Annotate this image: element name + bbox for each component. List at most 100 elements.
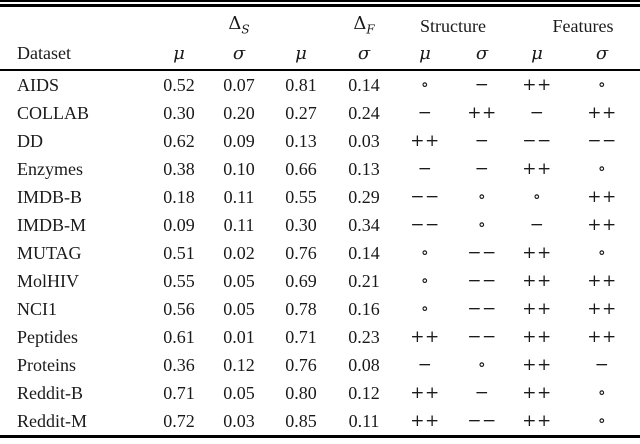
rating-symbol-cell: ∘: [597, 410, 607, 431]
table-row: COLLAB 0.30 0.20 0.27 0.24 − ++ − ++: [0, 99, 640, 127]
rating-symbol-cell: −−: [467, 270, 497, 291]
numeric-value-cell: 0.09: [163, 214, 195, 235]
numeric-value-cell: 0.81: [285, 74, 317, 95]
rating-symbol-cell: ++: [522, 382, 552, 403]
table-row: Enzymes 0.38 0.10 0.66 0.13 − − ++ ∘: [0, 155, 640, 183]
numeric-value-cell: 0.38: [163, 158, 195, 179]
numeric-value-cell: 0.52: [163, 74, 195, 95]
rating-symbol-cell: ∘: [597, 242, 607, 263]
rating-symbol-cell: −−: [410, 214, 440, 235]
top-rule-inner: [0, 3, 640, 7]
numeric-value-cell: 0.69: [285, 270, 317, 291]
dataset-name: MolHIV: [17, 270, 79, 291]
rating-symbol-cell: ++: [522, 158, 552, 179]
rating-symbol-cell: ++: [587, 186, 617, 207]
rating-symbol-cell: −−: [467, 298, 497, 319]
numeric-value-cell: 0.12: [348, 382, 380, 403]
rating-symbol-cell: ∘: [477, 186, 487, 207]
empty-header-cell: [270, 7, 332, 39]
numeric-value-cell: 0.55: [285, 186, 317, 207]
table-row: Peptides 0.61 0.01 0.71 0.23 ++ −− ++ ++: [0, 323, 640, 351]
sigma-column-header: σ: [595, 43, 609, 64]
dataset-name: Peptides: [17, 326, 78, 347]
rating-symbol-cell: ∘: [477, 214, 487, 235]
rating-symbol-cell: ++: [522, 326, 552, 347]
numeric-value-cell: 0.80: [285, 382, 317, 403]
rating-symbol-cell: −−: [587, 130, 617, 151]
numeric-value-cell: 0.85: [285, 410, 317, 431]
table-row: IMDB-B 0.18 0.11 0.55 0.29 −− ∘ ∘ ++: [0, 183, 640, 211]
structure-group-header: Structure: [420, 15, 486, 36]
rating-symbol-cell: −: [417, 102, 433, 123]
table-row: IMDB-M 0.09 0.11 0.30 0.34 −− ∘ − ++: [0, 211, 640, 239]
rating-symbol-cell: −: [474, 382, 490, 403]
numeric-value-cell: 0.66: [285, 158, 317, 179]
rating-symbol-cell: ++: [587, 298, 617, 319]
rating-symbol-cell: ++: [587, 270, 617, 291]
numeric-value-cell: 0.20: [223, 102, 255, 123]
dataset-name: AIDS: [17, 74, 60, 95]
numeric-value-cell: 0.13: [285, 130, 317, 151]
rating-symbol-cell: −−: [467, 326, 497, 347]
rating-symbol-cell: ∘: [597, 74, 607, 95]
numeric-value-cell: 0.21: [348, 270, 380, 291]
rating-symbol-cell: −−: [522, 130, 552, 151]
rating-symbol-cell: −−: [410, 186, 440, 207]
rating-symbol-cell: ++: [410, 382, 440, 403]
delta-s-subscript: S: [241, 22, 250, 37]
results-table: ΔS ΔF Structure Features Dataset μ σ μ σ…: [0, 7, 640, 435]
numeric-value-cell: 0.03: [348, 130, 380, 151]
top-rule-outer: [0, 0, 640, 2]
dataset-name: Reddit-B: [17, 382, 83, 403]
empty-header-cell: [0, 7, 208, 39]
rating-symbol-cell: ++: [587, 326, 617, 347]
dataset-name: IMDB-B: [17, 186, 83, 207]
numeric-value-cell: 0.56: [163, 298, 195, 319]
rating-symbol-cell: ++: [410, 130, 440, 151]
features-group-label: Features: [552, 15, 614, 36]
numeric-value-cell: 0.11: [223, 214, 255, 235]
rating-symbol-cell: ++: [410, 410, 440, 431]
delta-symbol: Δ: [353, 12, 367, 34]
numeric-value-cell: 0.08: [348, 354, 380, 375]
group-header-row: ΔS ΔF Structure Features: [0, 7, 640, 39]
numeric-value-cell: 0.03: [223, 410, 255, 431]
numeric-value-cell: 0.72: [163, 410, 195, 431]
table-header: ΔS ΔF Structure Features Dataset μ σ μ σ…: [0, 7, 640, 70]
numeric-value-cell: 0.61: [163, 326, 195, 347]
rating-symbol-cell: ∘: [597, 158, 607, 179]
table-row: Reddit-M 0.72 0.03 0.85 0.11 ++ −− ++ ∘: [0, 407, 640, 435]
numeric-value-cell: 0.05: [223, 298, 255, 319]
table-row: MolHIV 0.55 0.05 0.69 0.21 ∘ −− ++ ++: [0, 267, 640, 295]
rating-symbol-cell: −−: [467, 410, 497, 431]
sigma-column-header: σ: [475, 43, 489, 64]
sigma-column-header: σ: [232, 43, 246, 64]
rating-symbol-cell: ++: [467, 102, 497, 123]
rating-symbol-cell: −: [417, 158, 433, 179]
numeric-value-cell: 0.76: [285, 242, 317, 263]
delta-f-subscript: F: [366, 22, 375, 37]
rating-symbol-cell: ∘: [420, 270, 430, 291]
numeric-value-cell: 0.02: [223, 242, 255, 263]
numeric-value-cell: 0.30: [163, 102, 195, 123]
sigma-column-header: σ: [357, 43, 371, 64]
rating-symbol-cell: ∘: [420, 242, 430, 263]
mu-column-header: μ: [295, 43, 307, 64]
table-body: AIDS 0.52 0.07 0.81 0.14 ∘ − ++ ∘ COLLAB 0.30 0.20 0…: [0, 70, 640, 435]
dataset-name: MUTAG: [17, 242, 82, 263]
numeric-value-cell: 0.05: [223, 270, 255, 291]
numeric-value-cell: 0.51: [163, 242, 195, 263]
rating-symbol-cell: ∘: [420, 298, 430, 319]
rating-symbol-cell: ++: [587, 102, 617, 123]
numeric-value-cell: 0.62: [163, 130, 195, 151]
mu-column-header: μ: [419, 43, 431, 64]
sub-header-row: Dataset μ σ μ σ μ σ μ σ: [0, 39, 640, 70]
rating-symbol-cell: ∘: [420, 74, 430, 95]
numeric-value-cell: 0.30: [285, 214, 317, 235]
dataset-name: IMDB-M: [17, 214, 87, 235]
rating-symbol-cell: −−: [467, 242, 497, 263]
numeric-value-cell: 0.76: [285, 354, 317, 375]
dataset-name: Proteins: [17, 354, 77, 375]
dataset-name: Reddit-M: [17, 410, 87, 431]
